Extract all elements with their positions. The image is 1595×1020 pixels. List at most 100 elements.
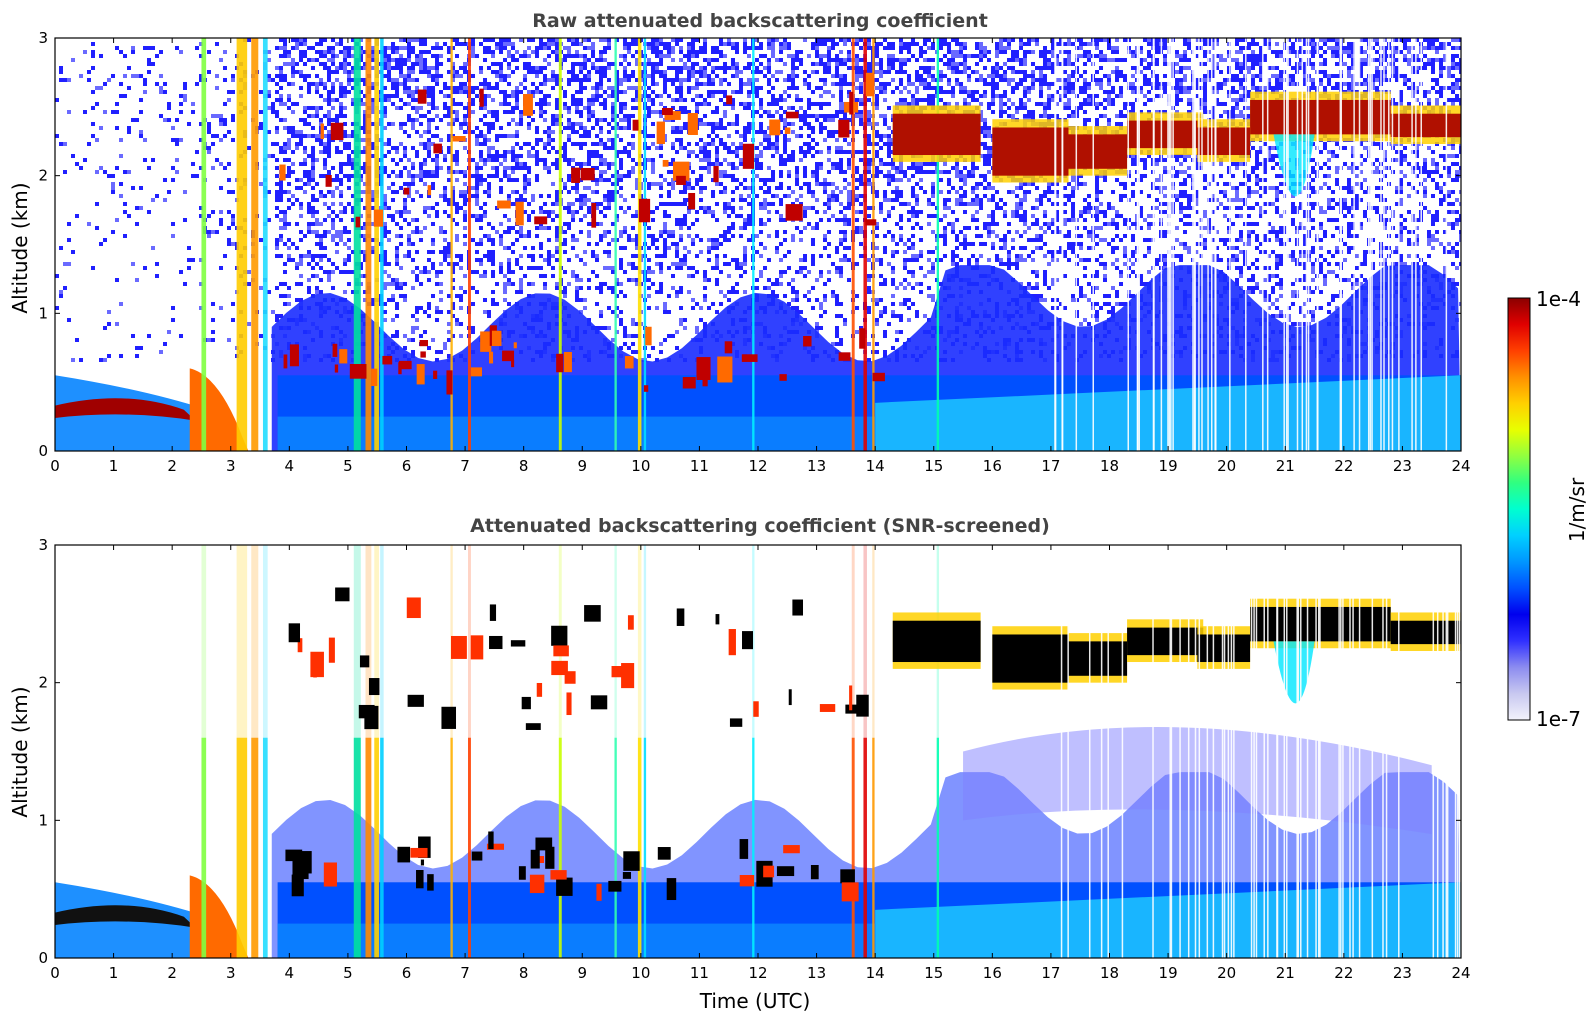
cloud-fragment bbox=[622, 872, 632, 879]
x-tick-label: 6 bbox=[402, 457, 412, 475]
cloud-fragment bbox=[471, 851, 483, 861]
cloud-fragment bbox=[838, 352, 851, 361]
boundary-layer bbox=[55, 265, 1461, 451]
cloud-fragment bbox=[608, 880, 622, 892]
gap bbox=[1352, 545, 1354, 958]
gap bbox=[1371, 545, 1374, 958]
colorbar-min-label: 1e-7 bbox=[1536, 707, 1581, 731]
cloud-fragment bbox=[849, 91, 854, 115]
y-axis-label-screened: Altitude (km) bbox=[8, 686, 32, 817]
gap bbox=[1296, 545, 1298, 958]
streak bbox=[468, 545, 471, 958]
cloud-fragment bbox=[534, 216, 548, 225]
cloud-layer bbox=[892, 598, 1461, 704]
x-tick-label: 9 bbox=[577, 457, 587, 475]
gap bbox=[1267, 545, 1269, 958]
cloud-fragment bbox=[865, 72, 875, 97]
gap bbox=[1230, 545, 1233, 958]
cloud-fragment bbox=[335, 587, 350, 602]
streak bbox=[374, 545, 379, 958]
cloud-fragment bbox=[403, 187, 410, 195]
gap bbox=[1420, 38, 1422, 451]
screened-backscatter-panel: 0 1 2 3 4 5 6 7 8 9 10 11 12 13 14 15 16 17 18 19 20 21 22 23 24… bbox=[38, 536, 1470, 982]
gap bbox=[1445, 38, 1448, 451]
broken-clouds bbox=[279, 72, 885, 395]
cloud-fragment bbox=[792, 599, 804, 616]
cloud-fragment bbox=[779, 374, 787, 381]
streak bbox=[365, 545, 372, 958]
gap bbox=[1317, 545, 1320, 958]
colorbar-unit-label: 1/m/sr bbox=[1565, 477, 1589, 542]
cloud-core bbox=[992, 127, 1069, 176]
streak bbox=[558, 38, 562, 451]
cloud-fragment bbox=[330, 122, 344, 141]
cloud-fragment bbox=[841, 882, 859, 902]
cloud-fragment bbox=[666, 878, 677, 901]
cloud-fragment bbox=[788, 689, 792, 706]
streak bbox=[643, 38, 647, 451]
x-axis-label: Time (UTC) bbox=[699, 989, 811, 1013]
x-tick-label: 16 bbox=[983, 964, 1002, 982]
gap bbox=[1201, 38, 1203, 451]
cloud-core bbox=[1390, 113, 1461, 138]
chart-title-raw: Raw attenuated backscattering coefficien… bbox=[532, 10, 988, 32]
gap bbox=[1301, 38, 1304, 451]
cloud-fragment bbox=[682, 377, 696, 389]
cloud-fragment bbox=[525, 723, 541, 730]
gap bbox=[1380, 38, 1382, 451]
gap bbox=[1353, 38, 1355, 451]
gap bbox=[1210, 38, 1213, 451]
gap bbox=[1388, 38, 1390, 451]
cloud-fragment bbox=[289, 344, 299, 367]
cloud-fragment bbox=[491, 330, 502, 347]
cloud-fragment bbox=[417, 89, 427, 104]
x-tick-label: 3 bbox=[226, 964, 236, 982]
x-tick-label: 7 bbox=[460, 964, 470, 982]
cloud-fragment bbox=[325, 174, 332, 187]
cloud-fragment bbox=[739, 875, 755, 887]
gap bbox=[1121, 545, 1124, 958]
precipitation-streaks bbox=[201, 545, 940, 958]
cloud-fragment bbox=[523, 94, 533, 116]
cloud-fragment bbox=[556, 353, 564, 373]
colorbar-max-label: 1e-4 bbox=[1536, 287, 1581, 311]
cloud-fragment bbox=[285, 849, 303, 862]
cloud-fragment bbox=[627, 615, 634, 630]
gap bbox=[1167, 38, 1169, 451]
cloud-fragment bbox=[856, 694, 869, 717]
cloud-fragment bbox=[656, 121, 665, 144]
streak bbox=[863, 38, 867, 451]
raw-backscatter-panel: 0 1 2 3 4 5 6 7 8 9 10 11 12 13 14 15 16 17 18 19 20 21 22 23 24… bbox=[38, 29, 1470, 475]
gap bbox=[1138, 38, 1141, 451]
cloud-core bbox=[1250, 99, 1391, 135]
streak bbox=[643, 545, 647, 958]
gap bbox=[1262, 38, 1264, 451]
streak bbox=[251, 545, 259, 958]
cloud-fragment bbox=[510, 640, 526, 647]
gap bbox=[1316, 38, 1319, 451]
gap bbox=[1283, 38, 1285, 451]
x-tick-label: 20 bbox=[1217, 457, 1236, 475]
cloud-fragment bbox=[753, 701, 759, 717]
cloud-fragment bbox=[571, 167, 581, 183]
cloud-fragment bbox=[416, 364, 425, 385]
gap bbox=[1192, 38, 1194, 451]
streak bbox=[450, 38, 453, 451]
gap bbox=[1088, 545, 1091, 958]
cloud-fragment bbox=[297, 638, 303, 653]
cloud-fragment bbox=[497, 200, 511, 209]
cloud-core bbox=[892, 620, 981, 663]
gap bbox=[1339, 38, 1342, 451]
cloud-fragment bbox=[291, 874, 304, 897]
gap bbox=[1061, 38, 1063, 451]
gap bbox=[1153, 38, 1155, 451]
cloud-fragment bbox=[553, 645, 569, 657]
cloud-fragment bbox=[427, 874, 434, 891]
heatmap-field bbox=[55, 38, 1461, 451]
cloud-fragment bbox=[323, 862, 337, 887]
cloud-fragment bbox=[334, 364, 339, 373]
x-tick-label: 0 bbox=[50, 964, 60, 982]
cloud-fragment bbox=[661, 107, 673, 116]
cloud-fragment bbox=[556, 877, 573, 896]
